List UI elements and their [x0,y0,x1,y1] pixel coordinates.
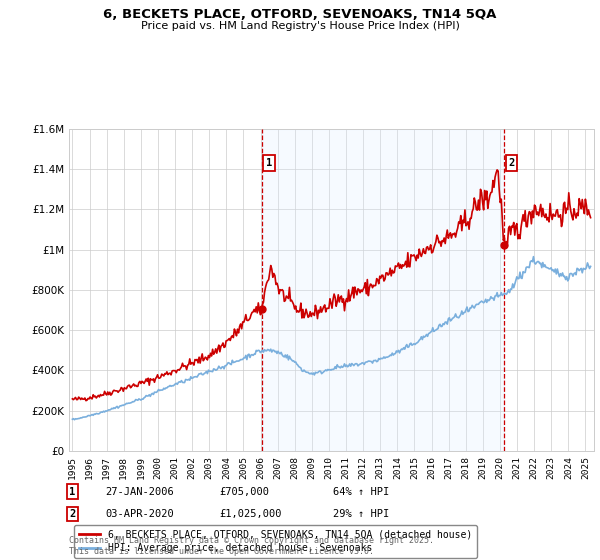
Text: 03-APR-2020: 03-APR-2020 [105,509,174,519]
Bar [262,129,504,451]
Text: 2: 2 [69,509,75,519]
Text: £1,025,000: £1,025,000 [219,509,281,519]
Text: 2: 2 [508,158,515,168]
Text: 27-JAN-2006: 27-JAN-2006 [105,487,174,497]
Text: 64% ↑ HPI: 64% ↑ HPI [333,487,389,497]
Text: Contains HM Land Registry data © Crown copyright and database right 2025.
This d: Contains HM Land Registry data © Crown c… [69,536,434,556]
Legend: 6, BECKETS PLACE, OTFORD, SEVENOAKS, TN14 5QA (detached house), HPI: Average pri: 6, BECKETS PLACE, OTFORD, SEVENOAKS, TN1… [74,525,477,558]
Text: 29% ↑ HPI: 29% ↑ HPI [333,509,389,519]
Text: 1: 1 [266,158,272,168]
Text: 6, BECKETS PLACE, OTFORD, SEVENOAKS, TN14 5QA: 6, BECKETS PLACE, OTFORD, SEVENOAKS, TN1… [103,8,497,21]
Text: Price paid vs. HM Land Registry's House Price Index (HPI): Price paid vs. HM Land Registry's House … [140,21,460,31]
Text: £705,000: £705,000 [219,487,269,497]
Text: 1: 1 [69,487,75,497]
